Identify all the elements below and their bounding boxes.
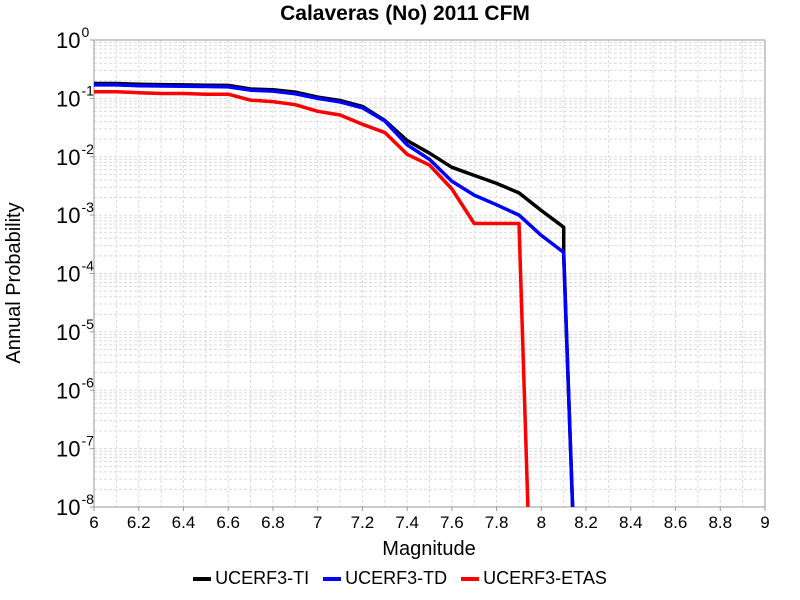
legend-swatch	[323, 576, 342, 581]
legend-label: UCERF3-TD	[345, 568, 448, 588]
legend-label: UCERF3-TI	[215, 568, 310, 588]
x-tick-label: 7.4	[395, 513, 419, 532]
x-tick-label: 7.6	[440, 513, 464, 532]
x-tick-label: 7.8	[485, 513, 509, 532]
chart-title: Calaveras (No) 2011 CFM	[280, 2, 530, 25]
legend: UCERF3-TI UCERF3-TD UCERF3-ETAS	[0, 568, 800, 589]
x-tick-label: 8	[537, 513, 546, 532]
x-tick-label: 6.6	[216, 513, 240, 532]
series-layer	[94, 81, 575, 508]
x-axis-label: Magnitude	[382, 538, 475, 560]
series-line-ucerf3-td	[94, 83, 575, 508]
legend-item: UCERF3-TD	[323, 568, 447, 589]
x-tick-label: 6	[89, 513, 98, 532]
x-tick-label: 9	[760, 513, 769, 532]
legend-swatch	[193, 576, 212, 581]
legend-item: UCERF3-ETAS	[461, 568, 607, 589]
x-axis-ticks: 6 6.2 6.4 6.6 6.8 7 7.2 7.4 7.6 7.8 8 8.2 8.4 8.6 8.8 9	[89, 507, 770, 532]
y-axis-label: Annual Probability	[3, 202, 25, 363]
x-tick-label: 8.6	[664, 513, 688, 532]
legend-item: UCERF3-TI	[193, 568, 309, 589]
x-tick-label: 8.4	[619, 513, 643, 532]
x-tick-label: 7	[313, 513, 322, 532]
x-tick-label: 6.2	[127, 513, 151, 532]
x-tick-label: 8.8	[708, 513, 732, 532]
gridlines	[93, 40, 766, 508]
y-tick-label: 10-4	[56, 258, 94, 287]
legend-swatch	[461, 576, 480, 581]
x-tick-label: 6.8	[261, 513, 285, 532]
x-tick-label: 8.2	[574, 513, 598, 532]
x-tick-label: 7.2	[351, 513, 375, 532]
series-line-ucerf3-etas	[94, 89, 530, 508]
x-tick-label: 6.4	[172, 513, 196, 532]
legend-label: UCERF3-ETAS	[483, 568, 607, 588]
